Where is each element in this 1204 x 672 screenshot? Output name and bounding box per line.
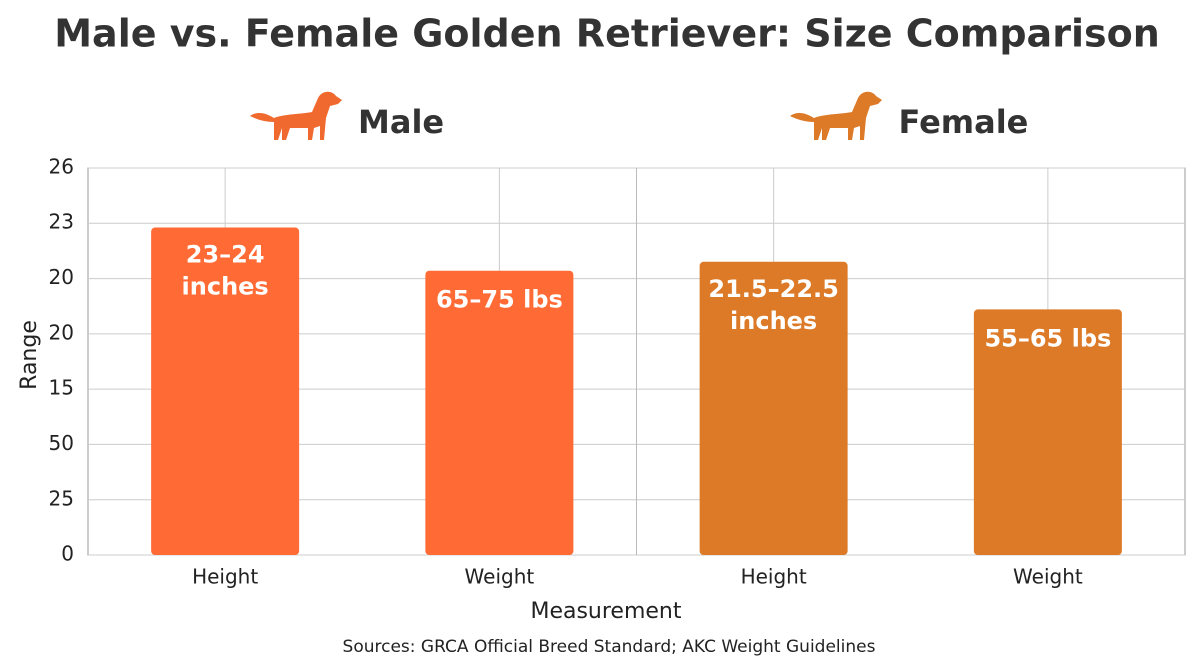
bar [151, 227, 300, 556]
bar-label: 55–65 lbs [984, 324, 1111, 352]
group-name: Male [358, 103, 444, 141]
bar-label: 65–75 lbs [436, 286, 563, 314]
y-axis-label: Range [17, 320, 42, 390]
chart-title: Male vs. Female Golden Retriever: Size C… [54, 12, 1160, 56]
bar-label: 23–24 [186, 241, 265, 269]
y-tick-label: 26 [49, 155, 74, 179]
y-tick-label: 25 [49, 486, 74, 510]
female-icon [790, 91, 882, 140]
group-name: Female [899, 103, 1029, 141]
y-tick-label: 15 [49, 376, 74, 400]
bar-label: inches [182, 273, 269, 301]
bar-label: inches [730, 307, 817, 335]
x-tick-label: Height [192, 565, 258, 589]
x-axis-label: Measurement [530, 599, 681, 624]
y-tick-label: 20 [49, 265, 74, 289]
bar [973, 309, 1122, 555]
y-tick-label: 23 [49, 210, 74, 234]
x-tick-label: Height [741, 565, 807, 589]
y-tick-label: 0 [61, 542, 74, 566]
x-tick-label: Weight [1013, 565, 1083, 589]
bar-label: 21.5–22.5 [708, 275, 838, 303]
y-tick-label: 50 [49, 431, 74, 455]
y-tick-label: 20 [49, 320, 74, 344]
source: Sources: GRCA Official Breed Standard; A… [343, 637, 876, 657]
bar [425, 270, 574, 555]
x-tick-label: Weight [465, 565, 535, 589]
bar [699, 261, 848, 555]
male-icon [250, 91, 342, 140]
